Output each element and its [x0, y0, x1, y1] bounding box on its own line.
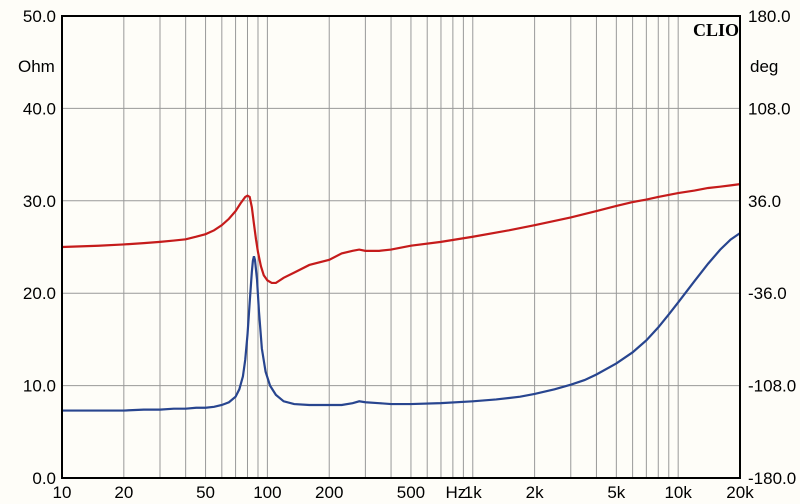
yright-tick-label: -36.0 — [748, 284, 787, 303]
yleft-tick-label: 40.0 — [23, 99, 56, 118]
x-tick-label: 200 — [315, 483, 343, 502]
x-unit-label: Hz — [445, 483, 466, 502]
x-tick-label: 100 — [253, 483, 281, 502]
yleft-tick-label: 0.0 — [32, 469, 56, 488]
yright-tick-label: 108.0 — [748, 99, 791, 118]
x-tick-label: 500 — [397, 483, 425, 502]
yleft-tick-label: 30.0 — [23, 192, 56, 211]
yright-tick-label: -108.0 — [748, 377, 796, 396]
yright-tick-label: 180.0 — [748, 7, 791, 26]
x-tick-label: 1k — [464, 483, 482, 502]
yright-unit-label: deg — [750, 57, 778, 76]
yleft-unit-label: Ohm — [18, 57, 55, 76]
yleft-tick-label: 20.0 — [23, 284, 56, 303]
impedance-phase-chart: 1020501002005001k2k5k10k20kHz0.010.020.0… — [0, 0, 800, 504]
x-tick-label: 50 — [196, 483, 215, 502]
yright-tick-label: 36.0 — [748, 192, 781, 211]
brand-label: CLIO — [693, 20, 739, 40]
x-tick-label: 5k — [607, 483, 625, 502]
yleft-tick-label: 10.0 — [23, 377, 56, 396]
x-tick-label: 10k — [664, 483, 692, 502]
yright-tick-label: -180.0 — [748, 469, 796, 488]
yleft-tick-label: 50.0 — [23, 7, 56, 26]
x-tick-label: 20 — [114, 483, 133, 502]
x-tick-label: 2k — [526, 483, 544, 502]
